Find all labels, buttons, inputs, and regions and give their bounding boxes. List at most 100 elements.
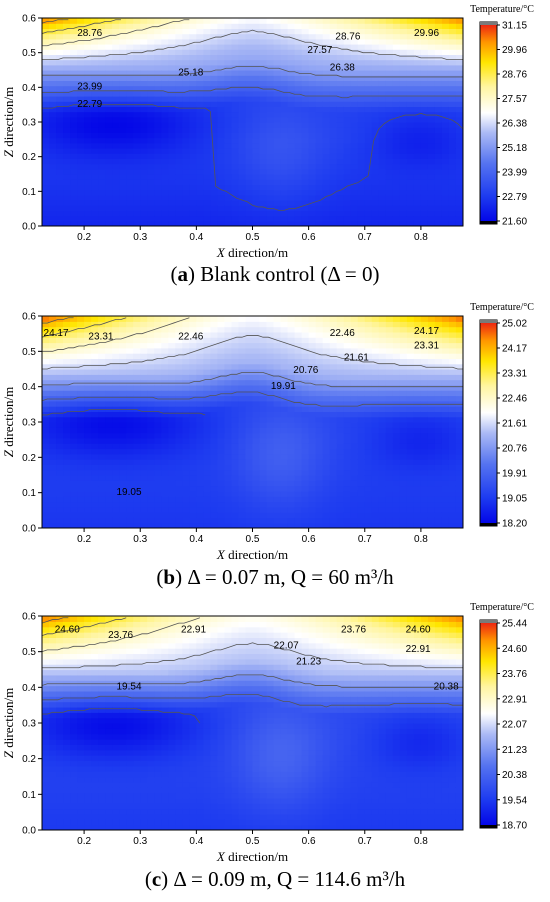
field-cell [119,49,127,55]
field-cell [189,464,197,471]
field-cell [322,432,331,439]
field-cell [343,464,352,471]
field-cell [434,96,443,102]
field-cell [364,153,373,159]
field-cell [273,480,282,487]
field-cell [210,184,219,191]
field-cell [161,153,169,159]
field-cell [168,331,176,338]
field-cell [56,184,64,191]
field-cell [63,23,71,29]
field-cell [42,400,50,407]
field-cell [455,127,463,133]
field-cell [224,480,233,487]
field-cell [147,148,155,154]
field-cell [259,411,268,418]
field-cell [91,448,99,455]
field-cell [224,326,233,333]
field-cell [224,437,233,444]
field-cell [336,331,345,338]
field-cell [63,475,71,481]
field-cell [322,416,331,423]
colorbar-title: Temperature/°C [470,4,534,15]
field-cell [252,469,261,476]
field-cell [357,453,366,460]
field-cell [427,54,436,61]
field-cell [350,96,359,102]
field-cell [126,485,134,492]
field-cell [105,506,113,513]
field-cell [196,395,204,402]
field-cell [392,485,401,492]
field-cell [112,210,120,217]
field-cell [161,44,169,50]
field-cell [112,75,120,81]
field-cell [399,205,408,211]
field-cell [399,18,408,24]
field-cell [42,448,50,455]
field-cell [175,148,183,154]
field-cell [441,127,450,133]
field-cell [322,168,331,175]
field-cell [364,490,373,497]
field-cell [154,326,162,333]
field-cell [49,75,57,81]
field-cell [434,137,443,144]
field-cell [182,184,190,191]
field-cell [42,701,50,708]
field-cell [70,163,78,170]
field-cell [385,111,394,118]
field-cell [434,70,443,76]
field-cell [420,384,429,391]
field-cell [315,85,324,92]
field-cell [441,384,450,391]
field-cell [441,331,450,338]
field-cell [210,64,219,71]
field-cell [308,38,317,45]
field-cell [182,70,190,76]
field-cell [140,326,148,333]
field-cell [105,369,113,375]
field-cell [301,210,310,217]
field-cell [350,522,359,528]
field-cell [196,337,204,344]
field-cell [161,200,169,206]
field-cell [91,480,99,487]
field-cell [385,59,394,66]
field-cell [343,106,352,113]
field-cell [322,337,331,344]
field-cell [84,379,92,386]
field-cell [161,406,169,412]
field-cell [245,469,254,476]
field-cell [245,337,254,344]
field-cell [49,127,57,133]
field-cell [49,189,57,196]
field-cell [266,374,275,381]
field-cell [455,512,463,518]
y-tick-label: 0.5 [22,48,36,59]
field-cell [49,459,57,465]
field-cell [287,194,296,201]
field-cell [287,90,296,97]
field-cell [147,205,155,211]
field-cell [231,168,240,175]
field-cell [287,422,296,428]
field-cell [175,59,183,66]
field-cell [350,116,359,123]
field-cell [343,163,352,170]
field-cell [350,331,359,338]
field-cell [77,453,85,460]
field-cell [392,475,401,481]
field-cell [112,80,120,87]
field-cell [336,342,345,349]
field-cell [399,512,408,518]
field-cell [448,459,457,465]
field-cell [182,163,190,170]
field-cell [294,215,303,222]
field-cell [343,205,352,211]
field-cell [154,64,162,71]
field-cell [182,179,190,185]
field-cell [210,111,219,118]
field-cell [441,501,450,508]
x-tick-label: 0.5 [246,534,260,545]
